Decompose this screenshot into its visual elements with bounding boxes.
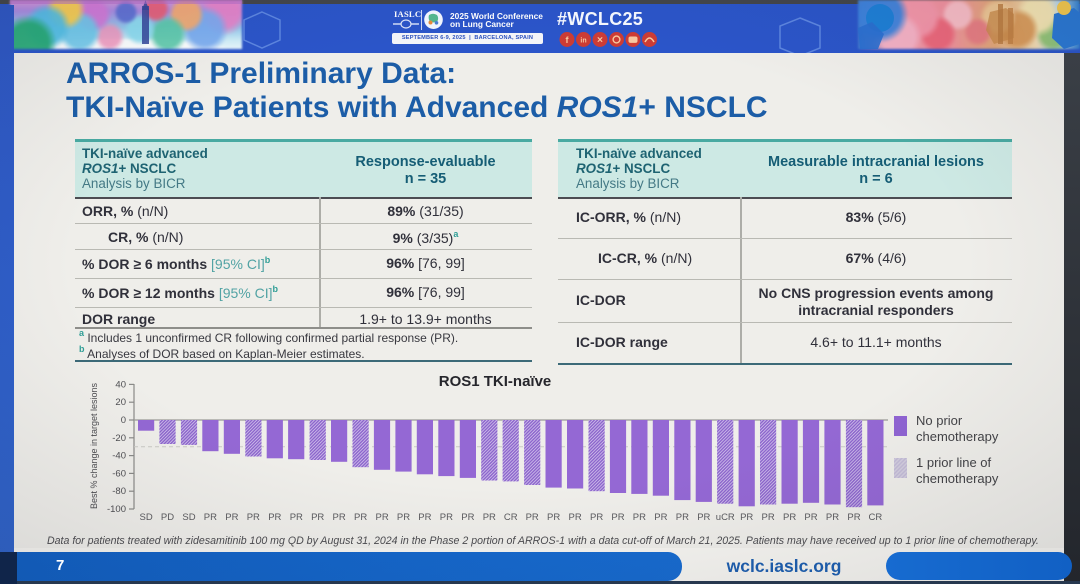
svg-text:PR: PR (290, 512, 303, 523)
svg-text:PR: PR (761, 512, 774, 523)
svg-text:20: 20 (115, 397, 126, 408)
svg-text:PR: PR (354, 512, 367, 523)
svg-text:PR: PR (740, 512, 753, 523)
svg-text:PR: PR (332, 512, 345, 523)
svg-text:PR: PR (247, 512, 260, 523)
svg-text:-100: -100 (107, 504, 126, 515)
svg-text:PR: PR (804, 512, 817, 523)
svg-text:Best % change in target lesion: Best % change in target lesions (89, 382, 99, 509)
svg-text:PR: PR (783, 512, 796, 523)
svg-text:PR: PR (225, 512, 238, 523)
svg-text:chemotherapy: chemotherapy (916, 429, 999, 444)
svg-text:PR: PR (676, 512, 689, 523)
svg-text:✕: ✕ (597, 36, 604, 45)
svg-text:PR: PR (590, 512, 603, 523)
svg-text:chemotherapy: chemotherapy (916, 471, 999, 486)
svg-text:f: f (566, 35, 570, 45)
svg-text:-60: -60 (112, 468, 126, 479)
svg-text:PR: PR (847, 512, 860, 523)
svg-text:PR: PR (440, 512, 453, 523)
svg-text:-40: -40 (112, 451, 126, 462)
svg-text:0: 0 (121, 415, 126, 426)
svg-text:PR: PR (375, 512, 388, 523)
svg-text:PR: PR (418, 512, 431, 523)
svg-text:SD: SD (139, 512, 152, 523)
svg-text:PR: PR (397, 512, 410, 523)
svg-text:PR: PR (483, 512, 496, 523)
svg-text:PR: PR (633, 512, 646, 523)
svg-text:-20: -20 (112, 433, 126, 444)
svg-text:PR: PR (568, 512, 581, 523)
svg-text:PD: PD (161, 512, 174, 523)
svg-text:uCR: uCR (716, 512, 735, 523)
svg-text:CR: CR (504, 512, 518, 523)
svg-text:PR: PR (697, 512, 710, 523)
svg-text:CR: CR (869, 512, 883, 523)
svg-text:40: 40 (115, 379, 126, 390)
svg-text:PR: PR (611, 512, 624, 523)
svg-text:PR: PR (826, 512, 839, 523)
svg-text:ROS1 TKI-naïve: ROS1 TKI-naïve (439, 373, 552, 390)
svg-text:PR: PR (461, 512, 474, 523)
svg-text:PR: PR (526, 512, 539, 523)
svg-text:No prior: No prior (916, 413, 963, 428)
svg-text:in: in (580, 38, 586, 45)
svg-text:SD: SD (182, 512, 195, 523)
svg-text:PR: PR (268, 512, 281, 523)
svg-text:PR: PR (654, 512, 667, 523)
svg-text:PR: PR (204, 512, 217, 523)
svg-text:1 prior line of: 1 prior line of (916, 455, 992, 470)
svg-text:PR: PR (547, 512, 560, 523)
svg-text:PR: PR (311, 512, 324, 523)
svg-text:-80: -80 (112, 486, 126, 497)
